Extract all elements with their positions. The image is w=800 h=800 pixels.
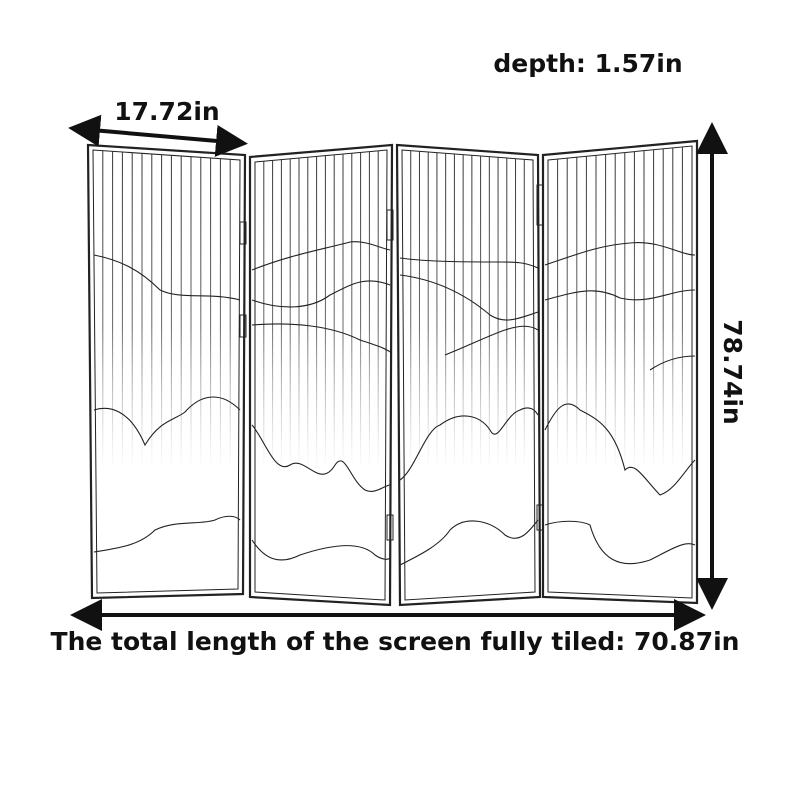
panel-frame: [395, 143, 542, 607]
hinge: [536, 184, 544, 226]
hinge: [386, 514, 394, 541]
panel-frame: [541, 139, 699, 605]
hinge: [239, 314, 247, 338]
curve: [93, 396, 241, 447]
curve: [399, 274, 539, 321]
total-length-label: The total length of the screen fully til…: [51, 627, 740, 656]
curve: [444, 325, 539, 356]
curve: [93, 254, 241, 301]
curve: [544, 289, 696, 301]
curve: [544, 403, 696, 496]
curve: [251, 323, 391, 353]
depth-label: depth: 1.57in: [493, 49, 682, 78]
curve: [649, 355, 696, 371]
panel-inner: [254, 149, 388, 601]
panel-width-arrow: [68, 114, 248, 157]
curve: [544, 242, 696, 266]
panel-inner: [547, 145, 693, 599]
mountain-curves: [93, 241, 696, 566]
hinges: [239, 184, 544, 541]
curve: [399, 519, 539, 566]
panel-frame: [86, 143, 247, 600]
hinge: [386, 209, 394, 241]
curve: [544, 520, 696, 565]
curve: [251, 280, 391, 308]
hinge: [239, 221, 247, 245]
curve: [399, 257, 539, 269]
height-label: 78.74in: [718, 319, 747, 424]
curve: [93, 515, 241, 553]
curve: [251, 539, 391, 561]
curve: [399, 407, 539, 481]
panel-inner: [92, 149, 241, 594]
curve: [251, 241, 391, 271]
curve: [251, 424, 391, 492]
hinge: [536, 504, 544, 531]
panel-width-label: 17.72in: [114, 97, 219, 126]
panel-frame: [248, 143, 394, 607]
